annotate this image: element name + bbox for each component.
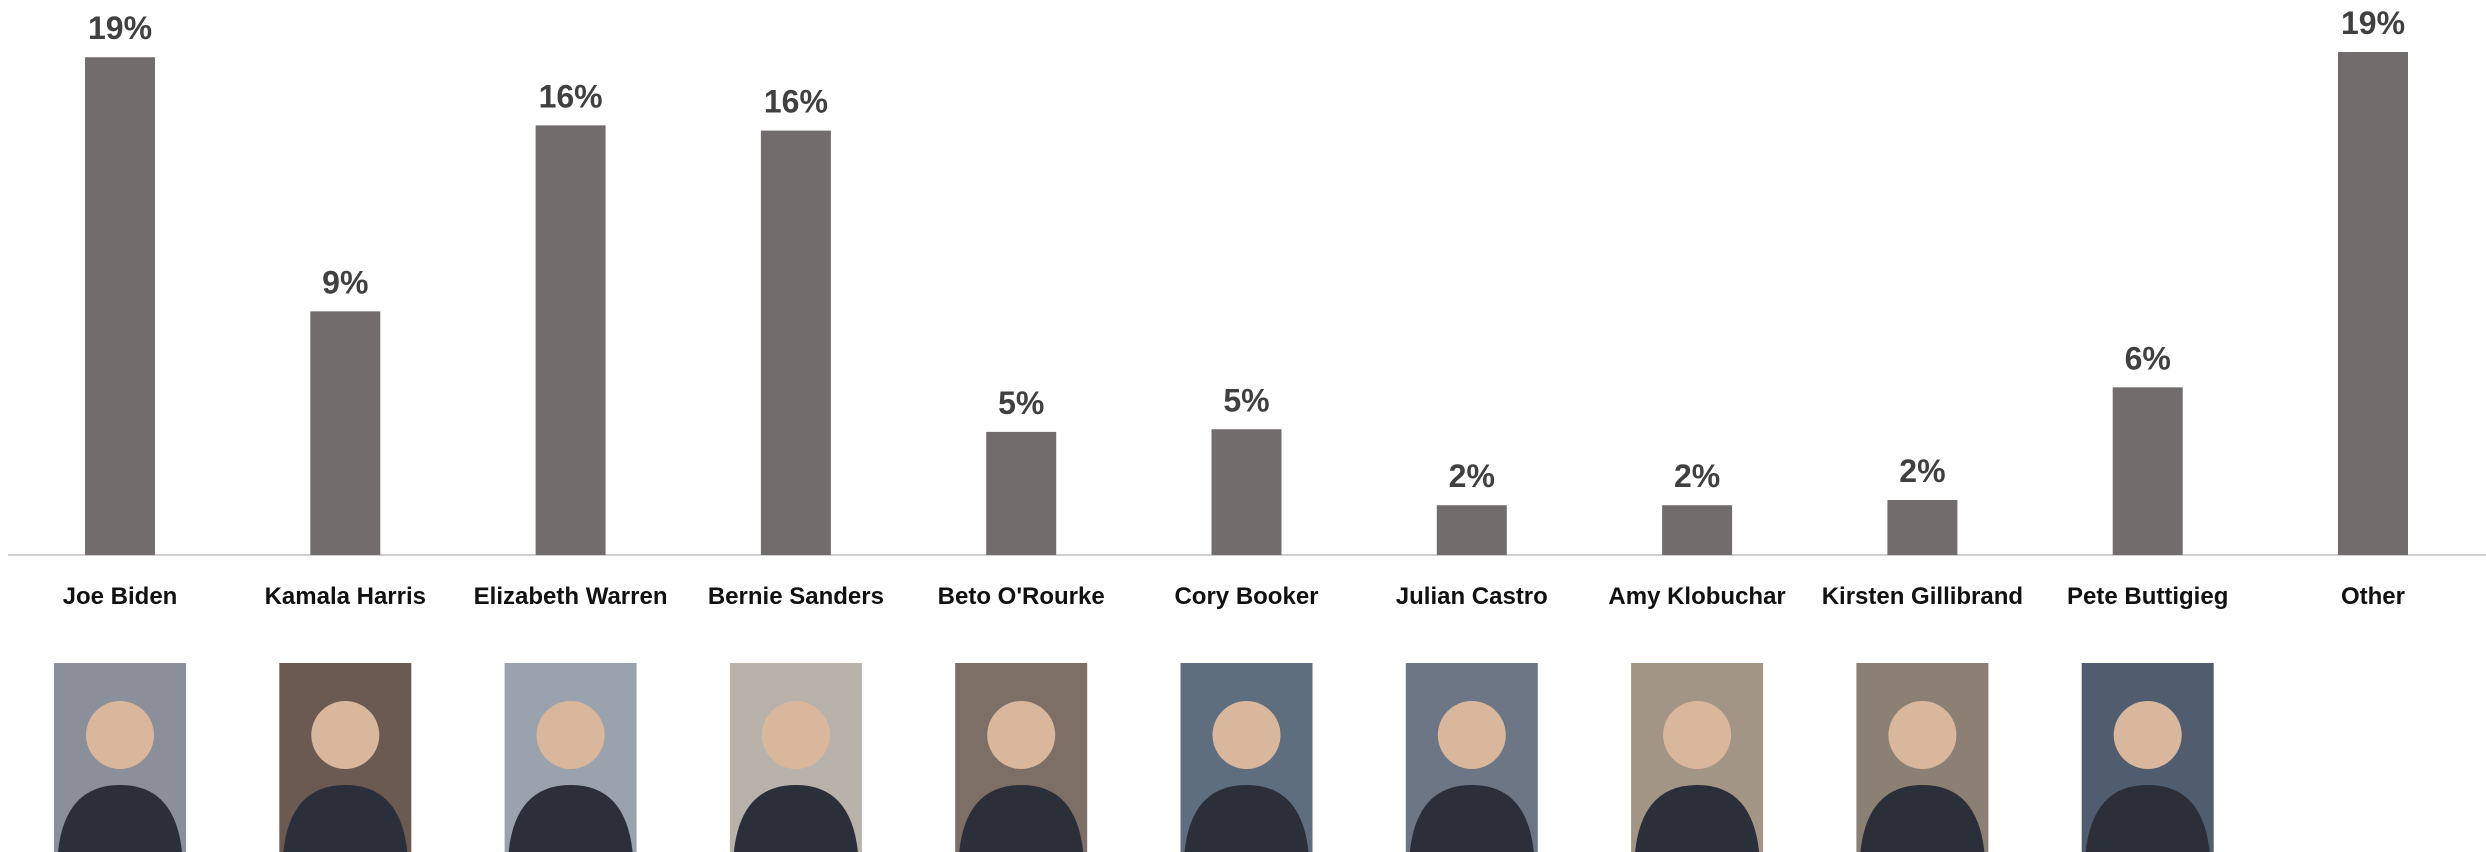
bar xyxy=(310,311,381,555)
portrait-head xyxy=(536,701,605,769)
portrait-body xyxy=(1409,785,1534,852)
portrait xyxy=(729,663,862,852)
bar xyxy=(1662,505,1733,555)
value-label: 2% xyxy=(1449,458,1495,494)
value-label: 6% xyxy=(2125,340,2171,376)
bar xyxy=(2338,52,2408,555)
bar xyxy=(1211,429,1282,555)
portrait-body xyxy=(2085,785,2210,852)
value-label: 16% xyxy=(764,84,828,120)
portrait-head xyxy=(311,701,380,769)
portrait-body xyxy=(1635,785,1760,852)
category-label: Pete Buttigieg xyxy=(2067,583,2229,610)
value-label: 19% xyxy=(2341,5,2405,41)
portrait-head xyxy=(86,701,154,769)
bar xyxy=(1887,499,1958,555)
bar xyxy=(760,130,831,555)
portrait xyxy=(955,663,1088,852)
bar xyxy=(85,57,155,555)
portrait-body xyxy=(1860,785,1985,852)
category-label: Amy Klobuchar xyxy=(1608,583,1786,610)
portrait-body xyxy=(733,785,858,852)
value-label: 19% xyxy=(88,10,152,46)
portrait-head xyxy=(987,701,1056,769)
category-label: Kamala Harris xyxy=(264,583,427,610)
category-label: Julian Castro xyxy=(1395,583,1548,610)
category-label: Cory Booker xyxy=(1174,583,1319,610)
value-label: 2% xyxy=(1899,453,1945,489)
portrait-head xyxy=(1212,701,1281,769)
portrait-head xyxy=(761,701,830,769)
bar xyxy=(986,431,1057,555)
category-label: Bernie Sanders xyxy=(707,583,884,610)
category-label: Other xyxy=(2340,583,2405,610)
portrait-body xyxy=(1184,785,1309,852)
value-label: 9% xyxy=(322,264,368,300)
portrait-head xyxy=(1663,701,1732,769)
category-label: Joe Biden xyxy=(62,583,178,610)
bar xyxy=(535,125,606,556)
category-label: Elizabeth Warren xyxy=(473,583,668,610)
bar xyxy=(2112,387,2183,555)
portrait xyxy=(1856,663,1989,852)
value-label: 5% xyxy=(998,385,1044,421)
portrait xyxy=(1405,663,1538,852)
portrait-head xyxy=(2113,701,2182,769)
portrait xyxy=(1631,663,1764,852)
category-label: Beto O'Rourke xyxy=(937,583,1105,610)
portrait xyxy=(2081,663,2214,852)
portrait xyxy=(1180,663,1313,852)
bar xyxy=(1436,505,1507,555)
portrait-body xyxy=(959,785,1084,852)
category-label: Kirsten Gillibrand xyxy=(1821,583,2024,610)
portrait-body xyxy=(283,785,408,852)
value-label: 2% xyxy=(1674,458,1720,494)
portrait xyxy=(504,663,637,852)
portrait-body xyxy=(58,785,182,852)
value-label: 5% xyxy=(1223,382,1269,418)
value-label: 16% xyxy=(539,78,603,114)
portrait xyxy=(54,663,186,852)
portrait-head xyxy=(1437,701,1506,769)
portrait xyxy=(279,663,412,852)
portrait-body xyxy=(508,785,633,852)
portrait-head xyxy=(1888,701,1957,769)
